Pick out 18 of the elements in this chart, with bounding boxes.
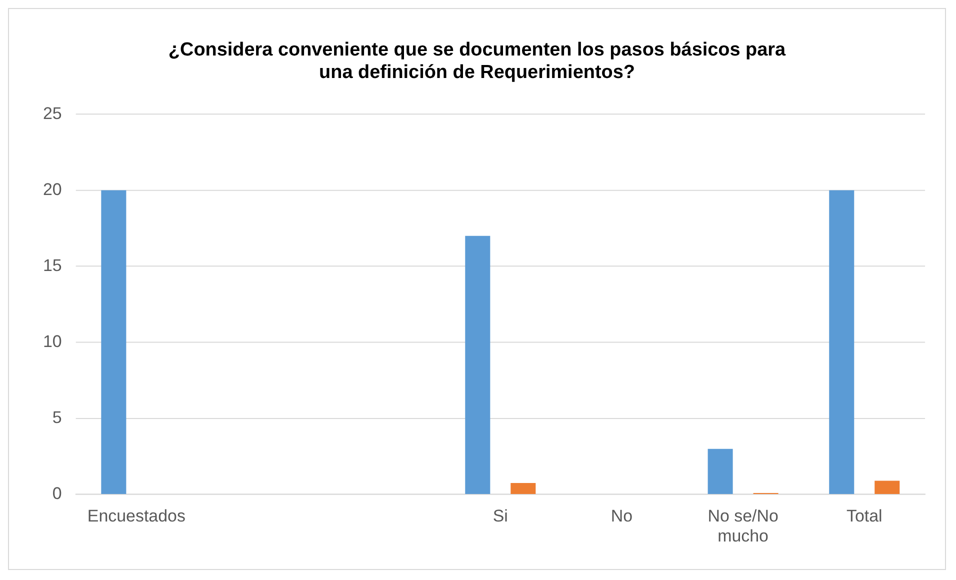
y-tick-label: 15 [42,256,62,275]
x-tick-label: Si [492,506,508,526]
x-tick-label: Encuestados [87,506,186,526]
x-tick-label: Total [846,506,882,526]
bar [101,190,126,494]
x-tick-label: No [610,506,633,526]
x-tick-label: No se/No mucho [708,506,778,546]
y-tick-label: 5 [52,408,62,428]
bar [874,480,900,494]
chart-title: ¿Considera conveniente que se documenten los pasos básicos para una definición de Requerimientos? [168,39,786,84]
y-tick-label: 25 [42,104,62,123]
y-tick-label: 0 [52,484,62,504]
bar [708,448,733,494]
y-tick-label: 20 [42,180,62,199]
y-tick-label: 10 [42,332,62,352]
bar [829,190,854,494]
bar [465,236,490,494]
bar [510,483,536,494]
